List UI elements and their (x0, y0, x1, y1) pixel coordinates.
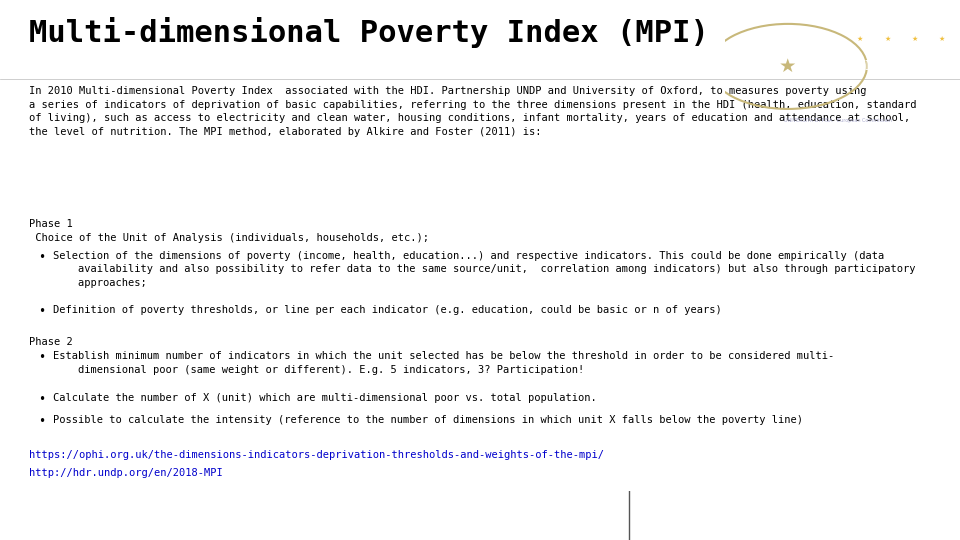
Text: •: • (38, 415, 45, 428)
Text: ★: ★ (884, 36, 890, 42)
Text: http://sampieuchair.ec.unipi.it: http://sampieuchair.ec.unipi.it (638, 509, 886, 522)
Text: ★: ★ (780, 57, 797, 76)
Text: UNIVERSITÀ DI PISA   European Commission: UNIVERSITÀ DI PISA European Commission (783, 117, 892, 123)
Text: Definition of poverty thresholds, or line per each indicator (e.g. education, co: Definition of poverty thresholds, or lin… (53, 305, 722, 315)
Text: Chair: Chair (865, 88, 903, 101)
Text: Phase 1: Phase 1 (29, 219, 73, 228)
Text: •: • (38, 393, 45, 406)
Text: Jean: Jean (865, 32, 896, 45)
Text: Multi-dimensional Poverty Index (MPI): Multi-dimensional Poverty Index (MPI) (29, 17, 708, 48)
Text: •: • (38, 251, 45, 264)
Text: Possible to calculate the intensity (reference to the number of dimensions in wh: Possible to calculate the intensity (ref… (53, 415, 803, 425)
Text: Calculate the number of X (unit) which are multi-dimensional poor vs. total popu: Calculate the number of X (unit) which a… (53, 393, 596, 403)
Text: http://hdr.undp.org/en/2018-MPI: http://hdr.undp.org/en/2018-MPI (29, 468, 223, 478)
Text: Phase 2: Phase 2 (29, 336, 73, 347)
Text: Module 1 - Multidimensional poverty and living conditions indicators: Module 1 - Multidimensional poverty and … (19, 509, 564, 522)
Text: •: • (38, 305, 45, 318)
Text: ★: ★ (911, 36, 918, 42)
Text: ★: ★ (938, 36, 945, 42)
Text: In 2010 Multi-dimensional Poverty Index  associated with the HDI. Partnership UN: In 2010 Multi-dimensional Poverty Index … (29, 86, 916, 137)
Text: ★: ★ (857, 36, 863, 42)
Text: Monnet: Monnet (865, 60, 919, 73)
Text: Establish minimum number of indicators in which the unit selected has be below t: Establish minimum number of indicators i… (53, 352, 834, 375)
Text: Selection of the dimensions of poverty (income, health, education...) and respec: Selection of the dimensions of poverty (… (53, 251, 915, 288)
Text: https://ophi.org.uk/the-dimensions-indicators-deprivation-thresholds-and-weights: https://ophi.org.uk/the-dimensions-indic… (29, 450, 604, 460)
Text: Choice of the Unit of Analysis (individuals, households, etc.);: Choice of the Unit of Analysis (individu… (29, 233, 429, 244)
Text: •: • (38, 352, 45, 365)
